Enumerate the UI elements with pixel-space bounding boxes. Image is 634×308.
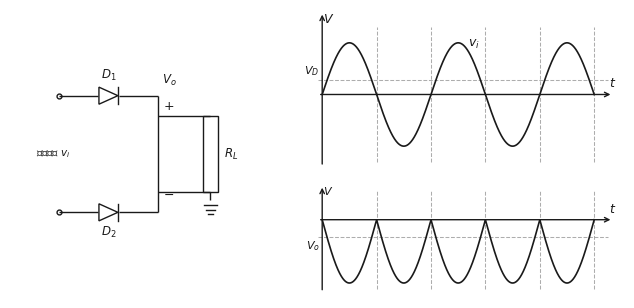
Text: V: V xyxy=(323,13,332,26)
Text: t: t xyxy=(609,77,614,90)
Text: $V_o$: $V_o$ xyxy=(162,73,177,88)
Text: 交流电源 $v_i$: 交流电源 $v_i$ xyxy=(36,148,70,160)
Bar xyxy=(204,116,218,192)
Text: $D_1$: $D_1$ xyxy=(101,68,116,83)
Text: t: t xyxy=(609,203,614,216)
Text: $V_D$: $V_D$ xyxy=(304,65,320,79)
Text: $R_L$: $R_L$ xyxy=(224,146,239,162)
Text: +: + xyxy=(163,99,174,113)
Text: V: V xyxy=(323,187,331,197)
Text: $D_2$: $D_2$ xyxy=(101,225,116,240)
Text: −: − xyxy=(163,189,174,202)
Text: $v_i$: $v_i$ xyxy=(468,38,480,51)
Text: $V_o$: $V_o$ xyxy=(306,239,320,253)
